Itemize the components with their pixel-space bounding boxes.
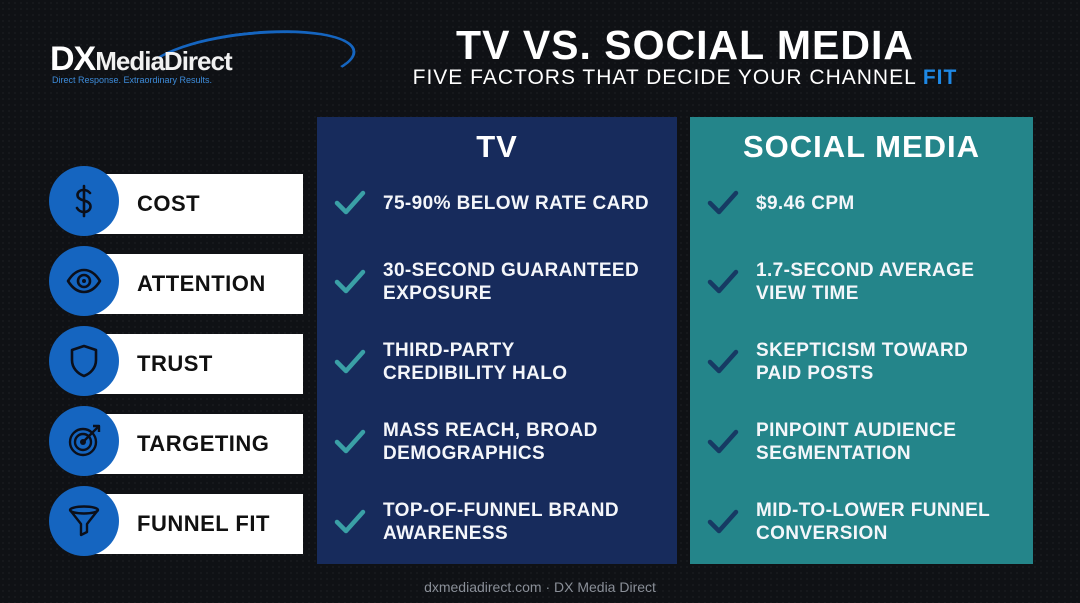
cell-line-2: PAID POSTS [756,363,874,384]
cell-line-1: PINPOINT AUDIENCE [756,420,957,441]
factor-badge [49,486,119,556]
cell-line-2: VIEW TIME [756,283,859,304]
cell-line-1: 75-90% BELOW RATE CARD [383,192,650,214]
brand-logo: DXMediaDirect Direct Response. Extraordi… [50,21,359,103]
factor-row-targeting: TARGETING [49,406,304,476]
cell-line-2: SEGMENTATION [756,443,912,464]
check-icon [706,425,740,459]
factor-badge [49,166,119,236]
check-icon [706,345,740,379]
social-column-heading: SOCIAL MEDIA [742,129,981,164]
factor-row-cost: COST [49,166,304,236]
tv-column: TV 75-90% BELOW RATE CARD 30-SECOND GUAR… [317,117,677,564]
tv-cell-targeting: MASS REACH, BROAD DEMOGRAPHICS [317,412,677,472]
check-icon [333,345,367,379]
check-icon [706,265,740,299]
social-cell-text: $9.46 CPM [756,192,855,215]
footer-credit: dxmediadirect.com · DX Media Direct [424,579,656,595]
shield-icon [70,344,98,378]
factor-badge [49,326,119,396]
logo-dx: DX [50,40,96,78]
cell-line-1: $9.46 CPM [756,192,855,214]
social-cell-text: MID-TO-LOWER FUNNEL CONVERSION [756,499,990,545]
funnel-icon [68,505,100,537]
cell-line-1: TOP-OF-FUNNEL BRAND [383,500,619,521]
factor-label: ATTENTION [79,254,303,314]
factor-row-funnel-fit: FUNNEL FIT [49,486,304,556]
cell-line-1: THIRD-PARTY [383,340,515,361]
social-cell-cost: $9.46 CPM [690,173,1033,233]
check-icon [333,505,367,539]
cell-line-2: CONVERSION [756,523,888,544]
social-media-column: SOCIAL MEDIA $9.46 CPM 1.7-SECOND AVERAG… [690,117,1033,564]
logo-wordmark: DXMediaDirect [50,40,233,79]
tv-cell-funnel-fit: TOP-OF-FUNNEL BRAND AWARENESS [317,492,677,552]
social-cell-text: 1.7-SECOND AVERAGE VIEW TIME [756,259,974,305]
cell-line-1: SKEPTICISM TOWARD [756,340,969,361]
tv-column-heading: TV [476,129,518,164]
social-cell-text: PINPOINT AUDIENCE SEGMENTATION [756,419,956,465]
check-icon [333,425,367,459]
cell-line-2: DEMOGRAPHICS [383,443,546,464]
target-icon [68,424,101,457]
factor-row-trust: TRUST [49,326,304,396]
tv-cell-text: TOP-OF-FUNNEL BRAND AWARENESS [383,499,619,545]
tv-cell-text: 30-SECOND GUARANTEED EXPOSURE [383,259,639,305]
factor-label: FUNNEL FIT [79,494,303,554]
page-title: TV VS. SOCIAL MEDIA [456,22,914,68]
eye-icon [66,268,102,294]
tv-cell-text: MASS REACH, BROAD DEMOGRAPHICS [383,419,598,465]
factor-badge [49,246,119,316]
social-cell-attention: 1.7-SECOND AVERAGE VIEW TIME [690,252,1033,312]
social-cell-text: SKEPTICISM TOWARD PAID POSTS [756,339,968,385]
cell-line-1: 1.7-SECOND AVERAGE [756,260,975,281]
tv-cell-attention: 30-SECOND GUARANTEED EXPOSURE [317,252,677,312]
dollar-icon [75,184,92,218]
cell-line-1: 30-SECOND GUARANTEED [383,260,640,281]
cell-line-1: MASS REACH, BROAD [383,420,598,441]
tv-cell-text: 75-90% BELOW RATE CARD [383,192,649,215]
factor-badge [49,406,119,476]
logo-name: MediaDirect [95,46,232,76]
check-icon [706,505,740,539]
cell-line-2: EXPOSURE [383,283,492,304]
subtitle-accent: FIT [922,66,958,89]
social-cell-targeting: PINPOINT AUDIENCE SEGMENTATION [690,412,1033,472]
logo-tagline: Direct Response. Extraordinary Results. [52,75,213,85]
subtitle-text: FIVE FACTORS THAT DECIDE YOUR CHANNEL [412,66,917,89]
cell-line-1: MID-TO-LOWER FUNNEL [756,500,991,521]
tv-cell-trust: THIRD-PARTY CREDIBILITY HALO [317,332,677,392]
social-cell-funnel-fit: MID-TO-LOWER FUNNEL CONVERSION [690,492,1033,552]
tv-cell-text: THIRD-PARTY CREDIBILITY HALO [383,339,567,385]
page-subtitle: FIVE FACTORS THAT DECIDE YOUR CHANNEL FI… [300,66,1070,90]
factor-row-attention: ATTENTION [49,246,304,316]
check-icon [333,186,367,220]
check-icon [333,265,367,299]
cell-line-2: AWARENESS [383,523,509,544]
tv-cell-cost: 75-90% BELOW RATE CARD [317,173,677,233]
social-cell-trust: SKEPTICISM TOWARD PAID POSTS [690,332,1033,392]
check-icon [706,186,740,220]
cell-line-2: CREDIBILITY HALO [383,363,568,384]
